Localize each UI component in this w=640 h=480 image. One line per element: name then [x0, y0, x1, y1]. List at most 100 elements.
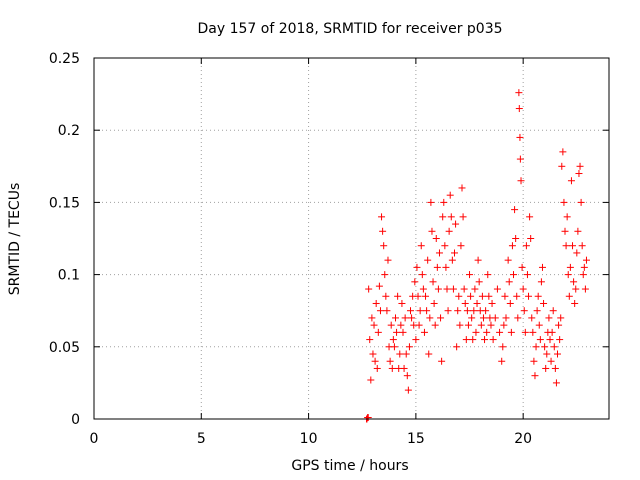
data-point: [464, 321, 472, 329]
y-tick-label: 0: [71, 412, 80, 428]
data-point: [403, 372, 411, 380]
data-point: [429, 278, 437, 286]
data-point: [493, 285, 501, 293]
data-point: [405, 343, 413, 351]
data-point: [401, 314, 409, 322]
data-point: [519, 285, 527, 293]
data-point: [445, 227, 453, 235]
data-point: [551, 364, 559, 372]
data-point: [451, 249, 458, 257]
data-point: [423, 307, 431, 315]
data-point: [473, 299, 481, 307]
data-point: [418, 271, 426, 279]
data-point: [489, 336, 497, 344]
data-point: [521, 328, 529, 336]
data-point: [498, 357, 506, 365]
data-point: [455, 292, 463, 300]
data-point: [491, 314, 499, 322]
y-tick-label: 0.1: [58, 268, 80, 284]
plot-frame: [93, 57, 610, 420]
data-point: [396, 350, 404, 358]
data-point: [412, 336, 420, 344]
y-tick-label: 0.15: [49, 195, 80, 211]
y-tick-label: 0.25: [49, 51, 80, 67]
data-point: [387, 321, 395, 329]
data-point: [582, 256, 590, 264]
data-point: [432, 235, 440, 242]
data-point: [527, 235, 535, 242]
data-point: [440, 198, 448, 206]
data-point: [430, 299, 438, 307]
data-point: [398, 299, 406, 307]
data-point: [391, 314, 399, 322]
data-point: [413, 263, 421, 271]
x-tick-label: 5: [197, 431, 206, 447]
data-point: [516, 155, 524, 163]
data-point: [437, 314, 445, 322]
data-point: [364, 414, 372, 422]
data-point: [487, 321, 495, 329]
data-point: [477, 321, 485, 329]
data-point: [557, 314, 565, 322]
data-point: [426, 314, 434, 322]
data-point: [389, 336, 397, 344]
data-point: [547, 357, 555, 365]
data-point: [505, 278, 513, 286]
data-point: [576, 162, 584, 170]
data-point: [379, 227, 387, 235]
data-point: [543, 350, 551, 358]
data-point: [572, 285, 580, 293]
data-point: [419, 285, 427, 293]
data-point: [438, 357, 446, 365]
chart-title: Day 157 of 2018, SRMTID for receiver p03…: [197, 21, 502, 37]
data-point: [460, 285, 468, 293]
data-point: [499, 343, 507, 351]
data-point: [376, 307, 384, 315]
data-point: [381, 271, 389, 279]
data-point: [386, 357, 394, 365]
data-point: [577, 198, 585, 206]
grid: [94, 58, 609, 419]
data-point: [574, 227, 582, 235]
data-point: [501, 292, 509, 300]
data-point: [541, 343, 549, 351]
data-point: [513, 292, 521, 300]
data-point: [530, 357, 538, 365]
data-point: [515, 105, 523, 113]
data-point: [399, 328, 407, 336]
x-tick-label: 0: [90, 431, 99, 447]
data-point: [565, 292, 573, 300]
data-point: [512, 235, 520, 242]
data-point: [569, 242, 577, 250]
data-point: [416, 307, 424, 315]
data-point: [371, 357, 379, 365]
data-point: [394, 292, 402, 300]
data-point: [564, 271, 572, 279]
data-point: [555, 321, 563, 329]
data-point: [571, 299, 579, 307]
data-point: [414, 292, 422, 300]
data-point: [482, 307, 490, 315]
data-point: [383, 307, 391, 315]
data-point: [384, 256, 392, 264]
data-point: [550, 343, 558, 351]
x-axis-label: GPS time / hours: [291, 458, 408, 474]
data-point: [369, 350, 377, 358]
data-point: [538, 263, 546, 271]
data-point: [408, 314, 416, 322]
x-tick-label: 20: [514, 431, 532, 447]
data-point: [425, 350, 433, 358]
data-point: [435, 249, 443, 257]
data-points: [363, 89, 590, 423]
data-point: [500, 321, 508, 329]
data-point: [560, 198, 568, 206]
data-point: [411, 278, 419, 286]
data-point: [367, 376, 375, 384]
data-point: [374, 328, 382, 336]
data-point: [507, 328, 515, 336]
data-point: [475, 278, 483, 286]
data-point: [481, 336, 489, 344]
data-point: [459, 213, 467, 221]
data-point: [508, 242, 516, 250]
data-point: [540, 299, 548, 307]
